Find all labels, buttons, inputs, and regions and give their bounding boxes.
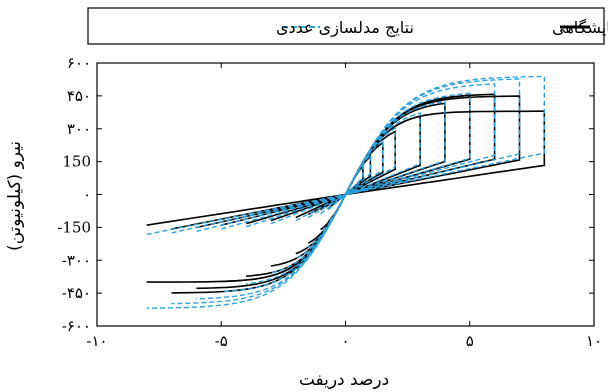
numerical-loop-8: [196, 83, 496, 300]
numerical-loop-6: [245, 100, 446, 285]
legend: نتایج آزمایشگاهی نتایج مدلسازی عددی: [87, 7, 608, 45]
numerical-loop-9: [171, 78, 521, 305]
experimental-loop-7: [221, 94, 471, 283]
x-tick-label: ۱۰: [586, 332, 602, 350]
numerical-loop-7: [221, 92, 471, 293]
legend-box: [87, 7, 605, 45]
y-tick-label: ۶۰۰: [67, 54, 91, 72]
experimental-loop-8: [196, 93, 496, 290]
y-tick-label: -۶۰۰: [62, 317, 91, 335]
y-tick-label: -150: [57, 218, 91, 236]
y-tick-label: ۴۵۰: [67, 87, 91, 105]
x-tick-label: ۵: [466, 332, 474, 350]
y-tick-label: -۴۵۰: [62, 284, 91, 302]
plot-area: -۱۰ -۵ ۰ ۵ ۱۰ ۶۰۰ ۴۵۰ ۳۰۰ 150 ۰ -150 -۳۰۰ -۴۵۰ -۶۰۰: [57, 54, 602, 350]
numerical-loop-5: [270, 112, 421, 274]
experimental-loop-10: [146, 110, 546, 283]
y-tick-label: ۰: [83, 186, 91, 204]
experimental-loop-4: [295, 130, 396, 255]
x-axis-title: درصد دریفت: [299, 370, 389, 390]
y-tick-label: -۳۰۰: [62, 251, 91, 269]
x-tick-label: -۵: [215, 332, 228, 350]
experimental-loop-5: [270, 115, 421, 267]
x-tick-label: ۰: [341, 332, 349, 350]
x-tick-label: -۱۰: [86, 332, 107, 350]
experimental-loop-6: [245, 102, 446, 277]
y-tick-label: 150: [62, 153, 91, 171]
y-axis-title: نیرو (کیلونیوتن): [5, 141, 25, 251]
y-tick-label: ۳۰۰: [67, 120, 91, 138]
legend-label-numerical: نتایج مدلسازی عددی: [276, 18, 414, 38]
legend-label-experimental: نتایج آزمایشگاهی: [552, 18, 608, 38]
numerical-loop-10: [146, 75, 545, 309]
